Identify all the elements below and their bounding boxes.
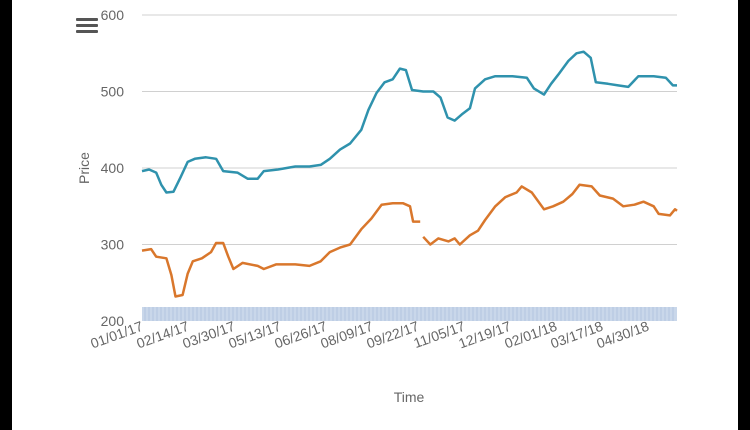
chart-frame: 200 300 400 500 600 01/01/17 02/14/17 03/30/17… <box>12 0 738 430</box>
series-line-1 <box>141 50 677 194</box>
y-tick-label: 200 <box>101 313 125 329</box>
grid-lines <box>142 14 677 245</box>
y-axis-title: Price <box>76 152 92 184</box>
y-tick-label: 600 <box>101 7 125 23</box>
y-axis-ticks: 200 300 400 500 600 <box>101 7 125 329</box>
series-line-2 <box>141 201 421 298</box>
y-tick-label: 400 <box>101 160 125 176</box>
x-tick-label: 04/30/18 <box>594 318 651 352</box>
x-axis-ticks: 01/01/1702/14/1703/30/1705/13/1706/26/17… <box>88 318 651 352</box>
hamburger-menu-icon[interactable] <box>76 18 98 34</box>
series-line-2 <box>422 183 678 246</box>
series-lines <box>141 50 678 298</box>
x-axis-title: Time <box>394 389 425 405</box>
y-tick-label: 300 <box>101 237 125 253</box>
price-chart: 200 300 400 500 600 01/01/1702/14/1703/30/17… <box>76 7 678 405</box>
date-navigator-band <box>142 307 677 321</box>
y-tick-label: 500 <box>101 84 125 100</box>
